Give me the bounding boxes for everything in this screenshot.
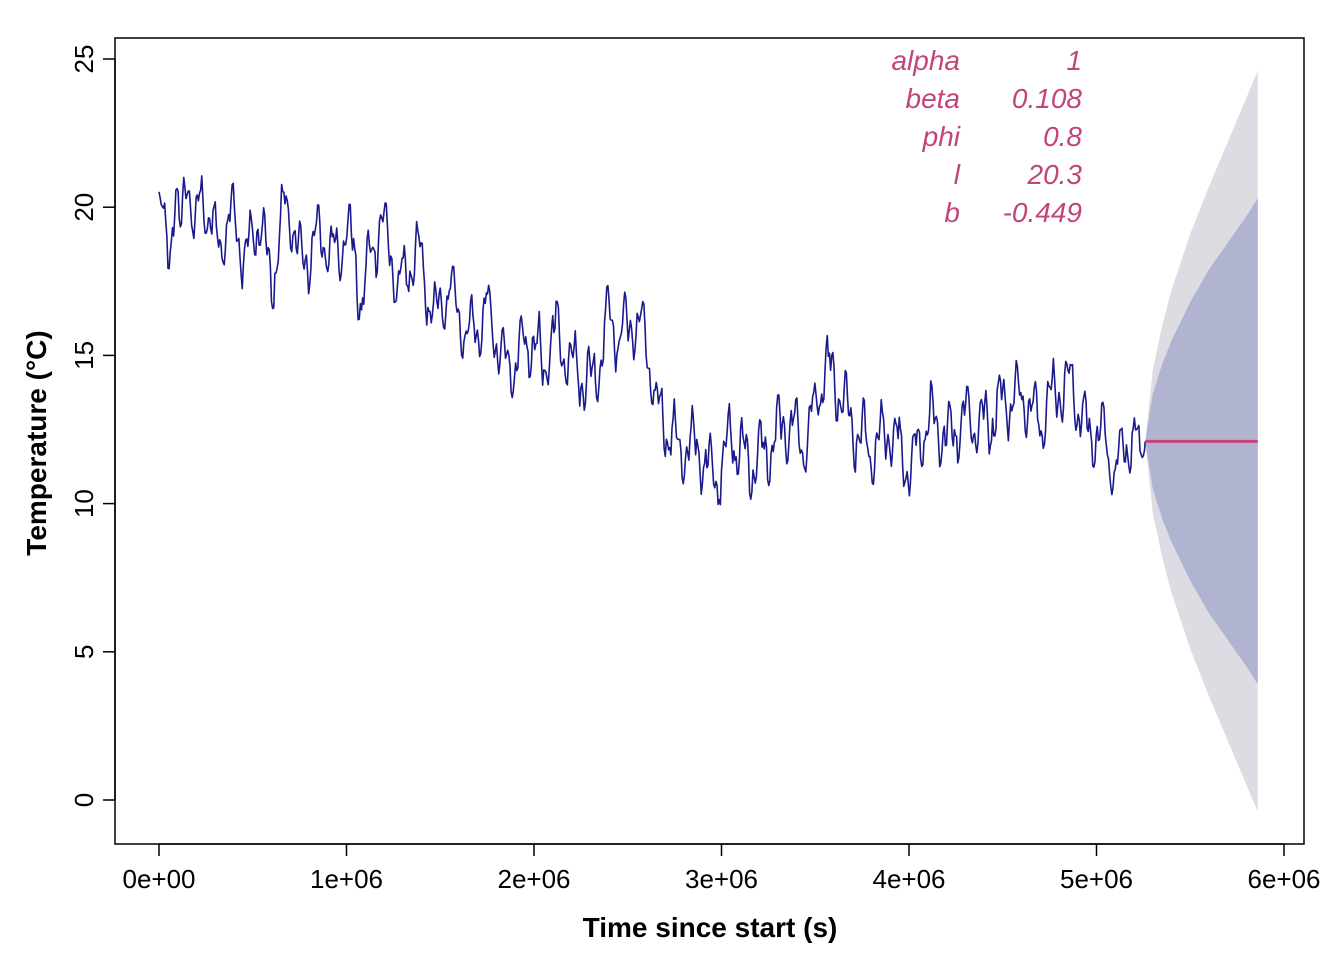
y-tick-label: 25 [69, 45, 99, 74]
x-axis: 0e+00 1e+06 2e+06 3e+06 4e+06 5e+06 6e+06 [122, 843, 1321, 894]
x-tick-label: 6e+06 [1247, 864, 1320, 894]
y-axis: 0 5 10 15 20 25 [69, 45, 116, 807]
x-tick-label: 4e+06 [872, 864, 945, 894]
param-l-value: 20.3 [1027, 159, 1083, 190]
param-l-name: l [954, 159, 961, 190]
x-tick-label: 5e+06 [1060, 864, 1133, 894]
x-tick-label: 2e+06 [497, 864, 570, 894]
x-tick-label: 1e+06 [310, 864, 383, 894]
param-b-name: b [944, 197, 960, 228]
param-alpha-value: 1 [1066, 45, 1082, 76]
param-beta-name: beta [906, 83, 961, 114]
param-phi-value: 0.8 [1043, 121, 1082, 152]
y-axis-title: Temperature (°C) [21, 330, 52, 555]
y-tick-label: 10 [69, 489, 99, 518]
param-b-value: -0.449 [1003, 197, 1082, 228]
y-tick-label: 0 [69, 793, 99, 807]
observed-series [158, 175, 1147, 506]
param-beta-value: 0.108 [1012, 83, 1082, 114]
x-axis-title: Time since start (s) [583, 912, 838, 943]
param-alpha-name: alpha [891, 45, 960, 76]
y-tick-label: 20 [69, 193, 99, 222]
x-tick-label: 3e+06 [685, 864, 758, 894]
y-tick-label: 5 [69, 645, 99, 659]
model-parameters: alpha 1 beta 0.108 phi 0.8 l 20.3 b -0.449 [891, 45, 1082, 228]
param-phi-name: phi [922, 121, 961, 152]
y-tick-label: 15 [69, 341, 99, 370]
x-tick-label: 0e+00 [122, 864, 195, 894]
observed-temperature-line [158, 175, 1147, 506]
